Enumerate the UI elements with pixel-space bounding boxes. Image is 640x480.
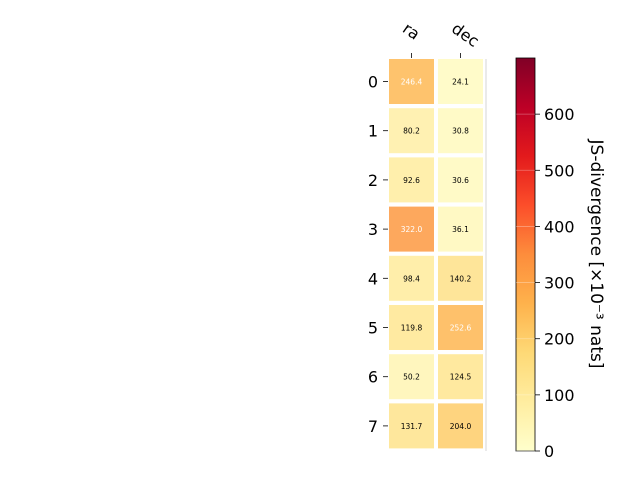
cell-value-label: 252.6 (450, 324, 472, 333)
cell-value-label: 140.2 (450, 274, 472, 283)
x-tick-label: dec (448, 19, 482, 51)
colorbar-tick-label: 600 (544, 105, 575, 124)
colorbar-tick-label: 200 (544, 330, 575, 349)
colorbar-tick-label: 500 (544, 161, 575, 180)
colorbar-tick-label: 400 (544, 217, 575, 236)
colorbar-tick-label: 300 (544, 274, 575, 293)
y-tick-label: 0 (368, 73, 378, 92)
y-tick-label: 4 (368, 269, 378, 288)
cell-value-label: 204.0 (450, 422, 472, 431)
colorbar-tick-label: 0 (544, 442, 554, 461)
y-tick-label: 1 (368, 122, 378, 141)
cell-value-label: 98.4 (403, 274, 420, 283)
cell-value-label: 246.4 (401, 78, 423, 87)
cell-value-label: 80.2 (403, 127, 420, 136)
cell-value-label: 30.6 (452, 176, 469, 185)
x-tick-label: ra (399, 19, 423, 44)
cell-value-label: 24.1 (452, 78, 469, 87)
heatmap-cells: 246.4 24.1 80.2 30.8 92.6 30.6 322.0 36.1 98.4 14… (389, 59, 483, 448)
cell-value-label: 119.8 (401, 324, 423, 333)
colorbar-label: JS-divergence [×10⁻³ nats] (586, 139, 606, 369)
y-tick-label: 5 (368, 319, 378, 338)
cell-value-label: 50.2 (403, 373, 420, 382)
cell-value-label: 36.1 (452, 225, 469, 234)
cell-value-label: 322.0 (401, 225, 423, 234)
y-tick-label: 3 (368, 220, 378, 239)
cell-value-label: 92.6 (403, 176, 420, 185)
y-tick-label: 6 (368, 368, 378, 387)
y-tick-label: 2 (368, 171, 378, 190)
colorbar-gradient (516, 58, 535, 451)
cell-value-label: 131.7 (401, 422, 423, 431)
y-tick-label: 7 (368, 417, 378, 436)
cell-value-label: 124.5 (450, 373, 472, 382)
colorbar: 0 100 200 300 400 500 600 (516, 58, 575, 461)
cell-value-label: 30.8 (452, 127, 469, 136)
colorbar-tick-label: 100 (544, 386, 575, 405)
